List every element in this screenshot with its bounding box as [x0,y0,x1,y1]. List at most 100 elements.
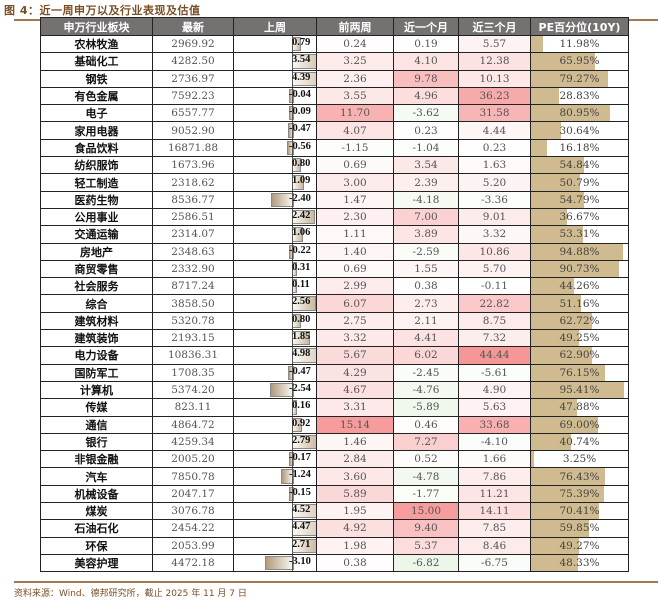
pe-percentile: 53.31% [530,225,629,244]
pe-percentile-value: 62.72% [559,314,600,327]
prev-two-weeks-change: 3.60 [316,467,394,486]
last-week-change: 2.42 [233,207,317,227]
table-row: 机械设备 2047.17 -0.15 5.89 -1.77 11.21 75.3… [40,484,629,504]
prev-two-weeks-change: 5.67 [316,346,394,365]
pe-percentile: 30.64% [530,121,629,140]
zero-axis [292,313,293,329]
pe-percentile: 44.26% [530,277,629,296]
last-week-value: -0.17 [289,452,311,464]
table-row: 医药生物 8536.77 -2.40 1.47 -4.18 -3.36 54.7… [40,190,629,209]
pe-data-bar [531,365,605,381]
data-bar [287,140,294,156]
pe-percentile: 54.79% [530,190,629,209]
latest-index-value: 2348.63 [152,242,234,261]
latest-index-value: 4282.50 [152,52,234,71]
prev-two-weeks-change: 2.75 [316,311,394,331]
pe-data-bar [531,330,579,346]
pe-data-bar [531,53,595,70]
latest-index-value: 2053.99 [152,536,234,555]
latest-index-value: 8536.77 [152,190,234,209]
pe-percentile: 36.67% [530,207,629,227]
table-row: 公用事业 2586.51 2.42 2.30 7.00 9.01 36.67% [40,207,629,227]
industry-name: 石油石化 [40,519,153,538]
prev-two-weeks-change: 3.00 [316,173,394,192]
pe-percentile-value: 75.39% [559,487,600,500]
zero-axis [292,123,293,139]
zero-axis [292,105,293,121]
one-month-change: 4.96 [393,86,459,106]
three-month-change: 5.63 [458,398,531,417]
prev-two-weeks-change: 1.11 [316,225,394,244]
table-row: 非银金融 2005.20 -0.17 2.84 0.52 1.66 3.25% [40,450,629,469]
last-week-value: 2.71 [292,538,311,550]
pe-percentile-value: 36.67% [559,211,600,224]
one-month-change: -1.77 [393,484,459,504]
three-month-change: 31.58 [458,104,531,123]
pe-percentile: 47.88% [530,398,629,417]
table-row: 电力设备 10836.31 4.98 5.67 6.02 44.44 62.90… [40,346,629,365]
one-month-change: 9.40 [393,519,459,538]
one-month-change: -4.78 [393,467,459,486]
pe-data-bar [531,105,610,121]
last-week-value: 2.56 [292,296,311,308]
table-row: 银行 4259.34 2.79 1.46 7.27 -4.10 40.74% [40,432,629,452]
one-month-change: -1.04 [393,138,459,158]
industry-name: 通信 [40,415,153,434]
last-week-value: -0.47 [289,365,311,377]
last-week-value: 0.11 [292,279,310,291]
zero-axis [292,226,293,243]
one-month-change: 0.19 [393,34,459,54]
zero-axis [292,36,293,52]
table-row: 食品饮料 16871.88 -0.56 -1.15 -1.04 0.23 16.… [40,138,629,158]
pe-percentile-value: 90.73% [559,263,600,275]
industry-name: 煤炭 [40,502,153,521]
last-week-change: 4.39 [233,69,317,88]
industry-name: 电力设备 [40,346,153,365]
pe-percentile-value: 54.79% [559,193,600,206]
zero-axis [292,278,293,294]
pe-data-bar [531,226,583,243]
data-bar [271,192,294,207]
pe-data-bar [531,261,619,277]
data-bar [289,106,294,121]
industry-name: 房地产 [40,242,153,261]
pe-percentile: 76.43% [530,467,629,486]
one-month-change: 2.11 [393,311,459,331]
zero-axis [292,468,293,485]
pe-percentile: 75.39% [530,484,629,504]
pe-percentile: 95.41% [530,380,629,400]
industry-name: 美容护理 [40,553,153,573]
prev-two-weeks-change: 4.67 [316,380,394,400]
last-week-value: 0.80 [292,158,311,170]
pe-percentile-value: 94.88% [559,245,600,258]
pe-data-bar [531,244,624,260]
zero-axis [292,261,293,277]
pe-percentile-value: 3.25% [562,453,597,466]
header-row: 申万行业板块 最新 上周 前两周 近一个月 近三个月 PE百分位(10Y) [40,17,629,36]
pe-percentile-value: 80.95% [559,107,600,120]
pe-percentile: 80.95% [530,104,629,123]
industry-name: 环保 [40,536,153,555]
zero-axis [292,295,293,312]
three-month-change: 7.86 [458,467,531,486]
data-bar [281,469,294,484]
one-month-change: -2.45 [393,363,459,382]
zero-axis [292,53,293,70]
three-month-change: 1.63 [458,156,531,175]
table-row: 纺织服饰 1673.96 0.80 0.69 3.54 1.63 54.84% [40,156,629,175]
zero-axis [292,520,293,537]
last-week-change: -0.47 [233,363,317,382]
last-week-value: 2.79 [292,434,311,446]
last-week-change: 4.98 [233,346,317,365]
three-month-change: 3.32 [458,225,531,244]
pe-percentile-value: 40.74% [559,435,600,448]
pe-percentile-value: 30.64% [559,124,600,137]
three-month-change: 5.57 [458,34,531,54]
industry-name: 建筑材料 [40,311,153,331]
three-month-change: 4.44 [458,121,531,140]
last-week-change: -2.40 [233,190,317,209]
three-month-change: 11.21 [458,484,531,504]
last-week-change: 2.71 [233,536,317,555]
zero-axis [292,140,293,156]
pe-data-bar [531,192,585,208]
